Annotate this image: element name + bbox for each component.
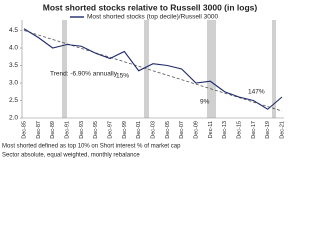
annotation: 147% bbox=[248, 89, 265, 96]
x-tick-label: Dec-21 bbox=[279, 121, 285, 139]
chart-title: Most shorted stocks relative to Russell … bbox=[43, 2, 258, 12]
x-tick-label: Dec-11 bbox=[208, 121, 214, 138]
x-tick-label: Dec-15 bbox=[236, 121, 242, 139]
x-tick-label: Dec-13 bbox=[222, 121, 228, 139]
recession-bar bbox=[272, 20, 276, 118]
y-tick-label: 4.0 bbox=[9, 45, 18, 52]
y-tick-label: 2.0 bbox=[9, 115, 18, 122]
recession-bar bbox=[62, 20, 67, 118]
x-tick-label: Dec-09 bbox=[193, 121, 199, 139]
recession-bar bbox=[144, 20, 149, 118]
x-tick-label: Dec-01 bbox=[136, 121, 142, 139]
x-tick-label: Dec-89 bbox=[50, 121, 56, 139]
annotation: 15% bbox=[116, 73, 129, 80]
x-tick-label: Dec-05 bbox=[165, 121, 171, 139]
chart: Most shorted stocks relative to Russell … bbox=[2, 2, 285, 159]
y-tick-label: 2.5 bbox=[9, 97, 18, 104]
footnote: Sector absolute, equal weighted, monthly… bbox=[2, 153, 140, 159]
y-tick-label: 3.0 bbox=[9, 80, 18, 87]
x-tick-label: Dec-85 bbox=[21, 121, 27, 139]
x-tick-label: Dec-17 bbox=[251, 121, 257, 139]
annotation: 9% bbox=[200, 99, 210, 106]
recession-shading bbox=[62, 20, 276, 118]
annotation: Trend: -6.90% annually bbox=[50, 71, 118, 78]
x-tick-label: Dec-97 bbox=[107, 121, 113, 139]
series-line bbox=[23, 28, 283, 110]
x-tick-label: Dec-07 bbox=[179, 121, 185, 139]
footnote: Most shorted defined as top 10% on Short… bbox=[2, 144, 181, 150]
x-tick-label: Dec-99 bbox=[122, 121, 128, 139]
x-tick-label: Dec-19 bbox=[265, 121, 271, 139]
legend-label: Most shorted stocks (top decile)/Russell… bbox=[87, 14, 219, 21]
x-tick-label: Dec-03 bbox=[150, 121, 156, 139]
x-tick-label: Dec-95 bbox=[93, 121, 99, 139]
y-tick-label: 3.5 bbox=[9, 62, 18, 69]
x-tick-label: Dec-87 bbox=[36, 121, 42, 139]
x-tick-label: Dec-93 bbox=[79, 121, 85, 139]
trend-line bbox=[23, 30, 283, 112]
x-tick-label: Dec-91 bbox=[64, 121, 70, 139]
y-tick-label: 4.5 bbox=[9, 27, 18, 34]
recession-bar bbox=[207, 20, 216, 118]
